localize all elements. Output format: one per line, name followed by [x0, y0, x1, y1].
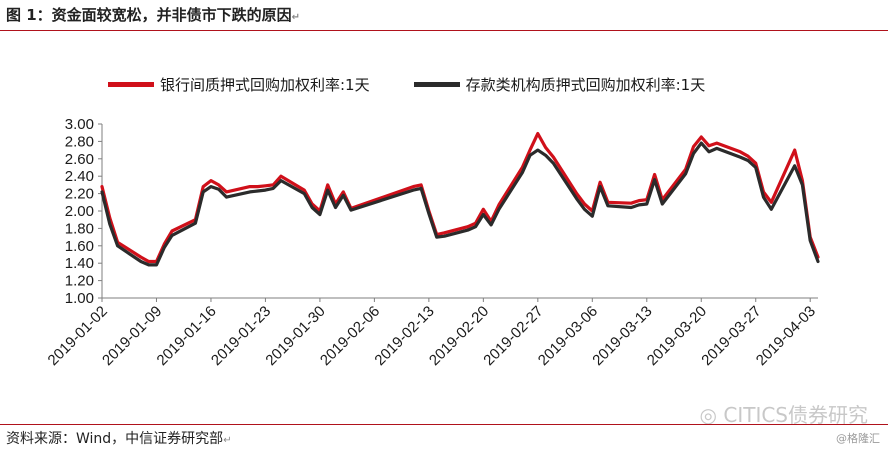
y-tick-label: 1.80: [65, 220, 94, 237]
watermark-credit: @格隆汇: [836, 432, 880, 445]
legend-item-interbank: 银行间质押式回购加权利率:1天: [108, 74, 370, 95]
y-tick-label: 1.00: [65, 290, 94, 307]
legend-label-deposit: 存款类机构质押式回购加权利率:1天: [465, 76, 706, 94]
chart-legend: 银行间质押式回购加权利率:1天 存款类机构质押式回购加权利率:1天: [108, 74, 705, 95]
bottom-rule: [0, 424, 888, 425]
legend-swatch-interbank: [108, 82, 154, 87]
y-tick-label: 3.00: [65, 116, 94, 133]
series-line-deposit: [100, 141, 820, 267]
legend-item-deposit: 存款类机构质押式回购加权利率:1天: [413, 74, 706, 95]
watermark: ◎ CITICS债券研究: [699, 403, 868, 427]
y-tick-label: 2.40: [65, 168, 94, 185]
top-rule: [0, 30, 888, 31]
series-line-interbank: [100, 132, 820, 264]
y-tick-label: 2.20: [65, 186, 94, 203]
y-tick-label: 2.00: [65, 203, 94, 220]
wechat-icon: ◎: [699, 403, 717, 427]
x-tick-label: 2019-04-03: [753, 303, 819, 369]
y-tick-label: 2.60: [65, 151, 94, 168]
figure-title: 图 1：资金面较宽松，并非债市下跌的原因↵: [6, 6, 301, 24]
y-tick-label: 1.40: [65, 255, 94, 272]
y-tick-label: 2.80: [65, 133, 94, 150]
legend-swatch-deposit: [413, 82, 460, 87]
y-tick-label: 1.60: [65, 238, 94, 255]
source-note: 资料来源：Wind，中信证券研究部↵: [6, 431, 232, 447]
y-tick-label: 1.20: [65, 273, 94, 290]
legend-label-interbank: 银行间质押式回购加权利率:1天: [160, 76, 370, 94]
